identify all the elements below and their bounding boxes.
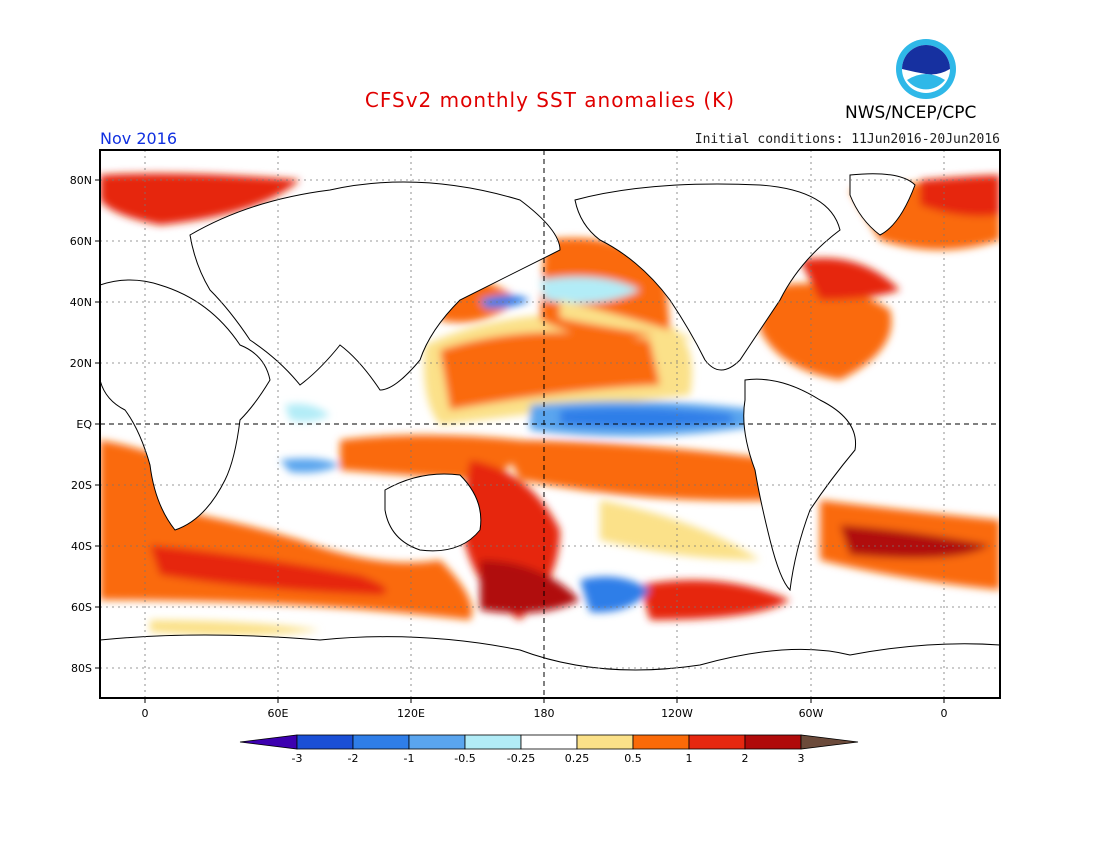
lat-label: 60N — [70, 235, 92, 248]
colorbar-swatch — [464, 734, 522, 750]
colorbar-label: -1 — [404, 752, 415, 765]
organization-label: NWS/NCEP/CPC — [845, 103, 977, 123]
chart-title: CFSv2 monthly SST anomalies (K) — [364, 88, 736, 112]
lon-label: 120W — [661, 707, 693, 720]
graticule — [100, 150, 1000, 698]
colorbar-swatch — [576, 734, 634, 750]
lat-label: 40S — [71, 540, 92, 553]
axis-ticks — [95, 179, 945, 703]
lat-label: 40N — [70, 296, 92, 309]
coastlines — [100, 173, 1000, 698]
colorbar-swatch — [744, 734, 802, 750]
lon-label: 60W — [799, 707, 824, 720]
lon-label: 0 — [941, 707, 948, 720]
colorbar: -3 -2 -1 -0.5 -0.25 0.25 0.5 1 2 3 — [239, 734, 859, 765]
colorbar-label: -3 — [292, 752, 303, 765]
lat-label: 60S — [71, 601, 92, 614]
colorbar-swatch — [408, 734, 466, 750]
colorbar-label: -2 — [348, 752, 359, 765]
colorbar-label: 3 — [798, 752, 805, 765]
equator-and-dateline — [100, 150, 1000, 698]
lat-label: 20N — [70, 357, 92, 370]
colorbar-label: 2 — [742, 752, 749, 765]
colorbar-label: 1 — [686, 752, 693, 765]
colorbar-label: -0.5 — [454, 752, 475, 765]
colorbar-swatch — [632, 734, 690, 750]
lat-label: 80S — [71, 662, 92, 675]
lat-label: 20S — [71, 479, 92, 492]
lon-label: 0 — [142, 707, 149, 720]
colorbar-label: -0.25 — [507, 752, 535, 765]
colorbar-swatch — [520, 734, 578, 750]
initial-conditions-label: Initial conditions: 11Jun2016-20Jun2016 — [694, 132, 1000, 147]
colorbar-label: 0.5 — [624, 752, 642, 765]
colorbar-swatch — [688, 734, 746, 750]
colorbar-arrow-min — [239, 734, 298, 750]
lat-label: 80N — [70, 174, 92, 187]
lat-label: EQ — [76, 418, 92, 431]
forecast-month-label: Nov 2016 — [100, 129, 178, 148]
colorbar-swatch — [352, 734, 410, 750]
colorbar-arrow-max — [800, 734, 859, 750]
lon-label: 60E — [268, 707, 289, 720]
lon-label: 120E — [397, 707, 425, 720]
colorbar-label: 0.25 — [565, 752, 590, 765]
colorbar-swatch — [296, 734, 354, 750]
noaa-logo — [896, 39, 956, 99]
lon-label: 180 — [534, 707, 555, 720]
